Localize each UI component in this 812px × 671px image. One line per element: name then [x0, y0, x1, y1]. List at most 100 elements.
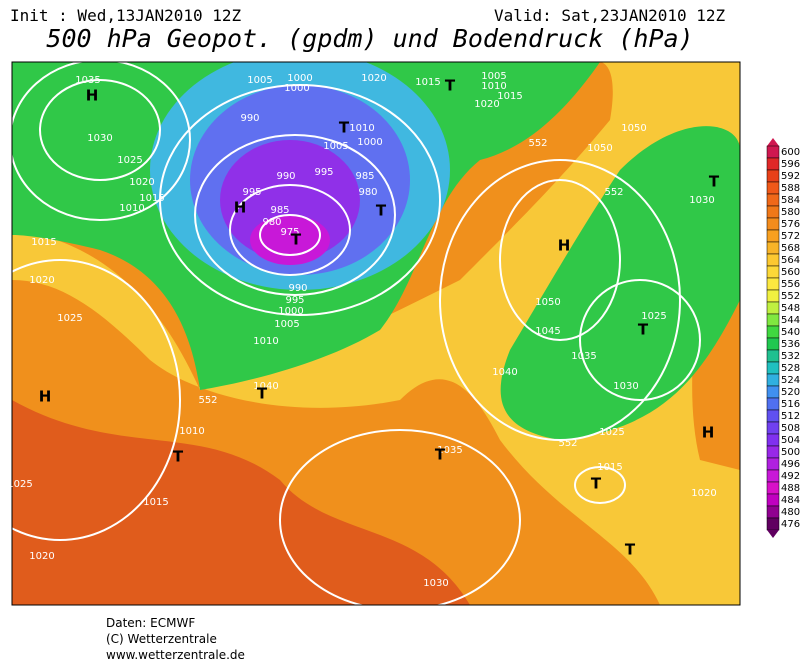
footer-source: Daten: ECMWF — [106, 616, 196, 630]
colorbar-label: 588 — [781, 183, 800, 194]
colorbar-segment — [766, 433, 780, 447]
pressure-center: T — [591, 475, 602, 493]
isobar-label: 1015 — [415, 77, 440, 88]
isobar-label: 1000 — [357, 137, 382, 148]
pressure-center: T — [339, 119, 350, 137]
colorbar-segment — [766, 253, 780, 267]
isobar-label: 1025 — [57, 313, 82, 324]
isobar-label: 1025 — [641, 311, 666, 322]
init-time: Init : Wed,13JAN2010 12Z — [10, 6, 242, 25]
isobar-label: 1000 — [278, 306, 303, 317]
colorbar-label: 560 — [781, 267, 800, 278]
pressure-center: H — [234, 199, 247, 217]
isobar-label: 995 — [314, 167, 333, 178]
colorbar-label: 536 — [781, 339, 800, 350]
colorbar-segment — [766, 493, 780, 507]
colorbar-segment — [766, 397, 780, 411]
colorbar-label: 492 — [781, 471, 800, 482]
isobars — [12, 62, 701, 605]
isobar-label: 1030 — [423, 578, 448, 589]
pressure-center: T — [445, 77, 456, 95]
map-field — [12, 62, 740, 605]
colorbar-segment — [766, 313, 780, 327]
isobar-label: 1010 — [119, 203, 144, 214]
isobar-label: 1000 — [287, 73, 312, 84]
colorbar-segment — [766, 241, 780, 255]
colorbar-label: 476 — [781, 519, 800, 530]
isobar-label: 1030 — [772, 280, 797, 291]
colorbar-label: 512 — [781, 411, 800, 422]
isobar-label: 995 — [285, 295, 304, 306]
colorbar-segment — [766, 181, 780, 195]
isobar-label: 1050 — [621, 123, 646, 134]
colorbar-segment — [766, 505, 780, 519]
pressure-center: H — [558, 237, 571, 255]
footer-url: www.wetterzentrale.de — [106, 648, 245, 662]
pressure-center: H — [86, 87, 99, 105]
isobar-label: 980 — [262, 217, 281, 228]
colorbar-segment — [766, 277, 780, 291]
colorbar-label: 516 — [781, 399, 800, 410]
colorbar-segment — [766, 385, 780, 399]
isobar-label: 1020 — [29, 551, 54, 562]
isobar-label: 1025 — [599, 427, 624, 438]
colorbar-segment — [766, 349, 780, 363]
colorbar-label: 596 — [781, 159, 800, 170]
isobar-label: 552 — [558, 438, 577, 449]
colorbar-segment — [766, 325, 780, 339]
colorbar-label: 496 — [781, 459, 800, 470]
valid-time: Valid: Sat,23JAN2010 12Z — [494, 6, 726, 25]
colorbar-label: 568 — [781, 243, 800, 254]
colorbar-label: 556 — [781, 279, 800, 290]
pressure-center: T — [709, 173, 720, 191]
map-title: 500 hPa Geopot. (gpdm) und Bodendruck (h… — [46, 24, 694, 53]
colorbar-label: 544 — [781, 315, 800, 326]
isobar-label: 1020 — [129, 177, 154, 188]
colorbar-segment — [766, 289, 780, 303]
pressure-center: T — [625, 541, 636, 559]
isobar-label: 985 — [270, 205, 289, 216]
isobar-label: 980 — [358, 187, 377, 198]
isobar-label: 1050 — [587, 143, 612, 154]
isobar-label: 1010 — [179, 426, 204, 437]
isobar-label: 1020 — [691, 488, 716, 499]
isobar-label: 1025 — [772, 292, 797, 303]
isobar-label: 1005 — [247, 75, 272, 86]
colorbar-segment — [766, 193, 780, 207]
isobar-label: 1010 — [481, 81, 506, 92]
isobar-label: 1020 — [361, 73, 386, 84]
isobar-label: 1025 — [7, 479, 32, 490]
isobar-label: 1025 — [117, 155, 142, 166]
isobar-label: 1020 — [29, 275, 54, 286]
colorbar-cap — [767, 138, 779, 146]
colorbar-segment — [766, 481, 780, 495]
pressure-center: T — [638, 321, 649, 339]
colorbar-segment — [766, 205, 780, 219]
colorbar-segment — [766, 361, 780, 375]
isobar-label: 975 — [280, 227, 299, 238]
colorbar-label: 484 — [781, 495, 800, 506]
colorbar-label: 580 — [781, 207, 800, 218]
isobar-label: 1015 — [597, 462, 622, 473]
isobar-label: 1015 — [31, 237, 56, 248]
isobar-label: 1035 — [437, 445, 462, 456]
colorbar-label: 584 — [781, 195, 800, 206]
colorbar-label: 520 — [781, 387, 800, 398]
colorbar-segment — [766, 469, 780, 483]
colorbar-label: 572 — [781, 231, 800, 242]
isobar-label: 990 — [240, 113, 259, 124]
isobar-label: 552 — [528, 138, 547, 149]
colorbar-segment — [766, 157, 780, 171]
colorbar-label: 532 — [781, 351, 800, 362]
footer-copyright: (C) Wetterzentrale — [106, 632, 217, 646]
isobar-label: 990 — [276, 171, 295, 182]
pressure-center: T — [173, 448, 184, 466]
isobar-label: 1040 — [492, 367, 517, 378]
colorbar-segment — [766, 457, 780, 471]
isobar-label: 995 — [242, 187, 261, 198]
isobar-label: 990 — [288, 283, 307, 294]
colorbar-segment — [766, 217, 780, 231]
isobar-label: 985 — [355, 171, 374, 182]
colorbar-label: 500 — [781, 447, 800, 458]
